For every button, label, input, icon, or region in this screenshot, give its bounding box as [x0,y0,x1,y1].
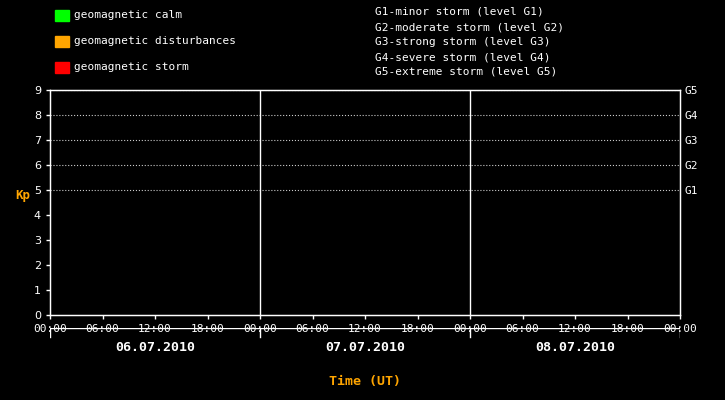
Bar [55,62,69,72]
Text: G2-moderate storm (level G2): G2-moderate storm (level G2) [375,22,564,32]
Text: 06.07.2010: 06.07.2010 [115,341,195,354]
Text: G5-extreme storm (level G5): G5-extreme storm (level G5) [375,67,558,77]
Bar [55,36,69,46]
Text: geomagnetic storm: geomagnetic storm [74,62,188,72]
Text: 07.07.2010: 07.07.2010 [325,341,405,354]
Text: 08.07.2010: 08.07.2010 [535,341,615,354]
Text: Time (UT): Time (UT) [329,376,401,388]
Text: geomagnetic disturbances: geomagnetic disturbances [74,36,236,46]
Text: G4-severe storm (level G4): G4-severe storm (level G4) [375,52,550,62]
Text: geomagnetic calm: geomagnetic calm [74,10,182,20]
Y-axis label: Kp: Kp [15,190,30,202]
Bar [55,10,69,20]
Text: G3-strong storm (level G3): G3-strong storm (level G3) [375,37,550,47]
Text: G1-minor storm (level G1): G1-minor storm (level G1) [375,7,544,17]
